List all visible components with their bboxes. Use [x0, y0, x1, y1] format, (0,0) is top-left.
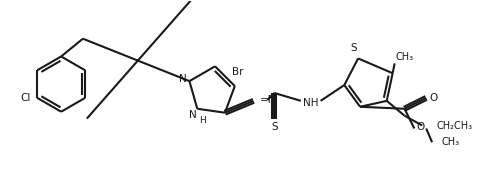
Text: H: H — [199, 116, 205, 125]
Text: NH: NH — [303, 98, 319, 108]
Text: N: N — [190, 110, 197, 120]
Text: O: O — [429, 93, 437, 103]
Text: Cl: Cl — [20, 93, 31, 103]
Text: =N: =N — [260, 95, 276, 105]
Text: CH₃: CH₃ — [396, 52, 414, 62]
Text: O: O — [416, 123, 424, 132]
Text: CH₃: CH₃ — [442, 137, 460, 147]
Text: S: S — [351, 43, 357, 53]
Text: CH₂CH₃: CH₂CH₃ — [436, 121, 472, 131]
Text: Br: Br — [232, 67, 243, 77]
Text: N: N — [179, 74, 186, 84]
Text: S: S — [271, 121, 277, 132]
